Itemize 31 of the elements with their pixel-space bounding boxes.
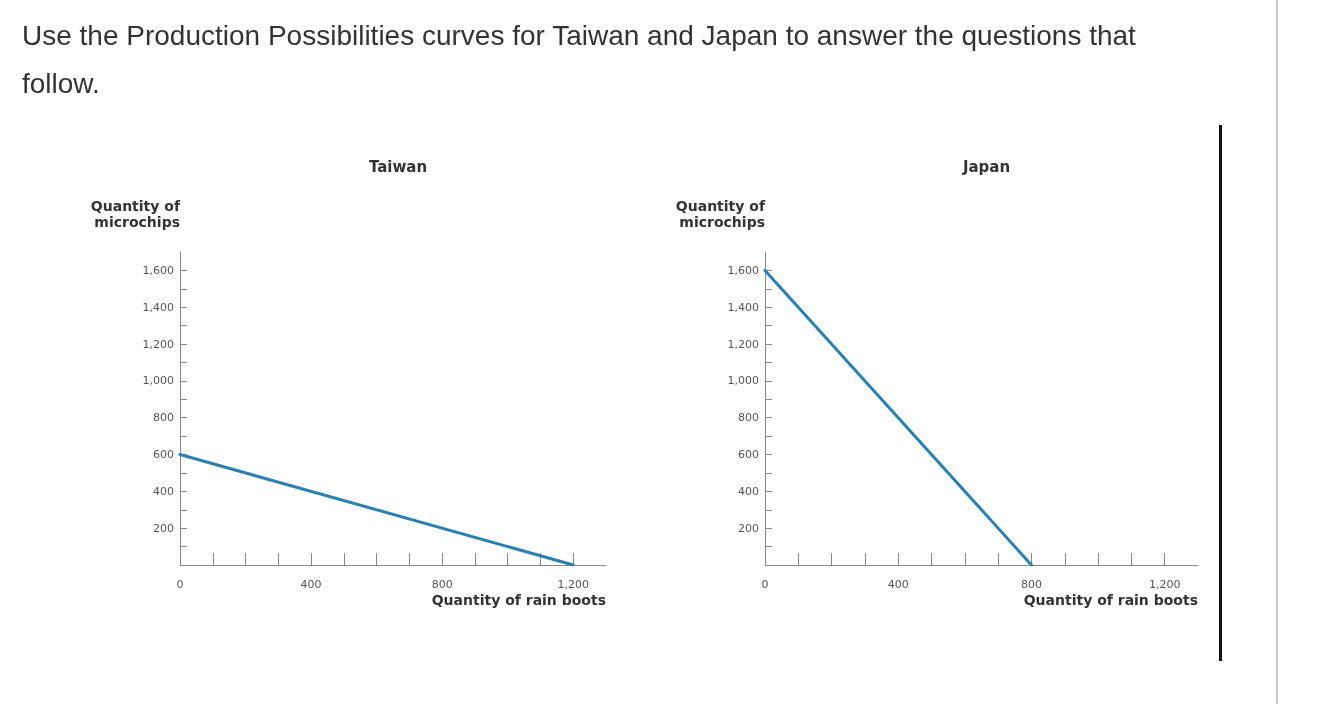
y-tick-label: 1,200 [142, 337, 174, 351]
y-tick-label: 400 [738, 484, 759, 498]
y-tick-label: 1,000 [727, 374, 759, 388]
y-tick-label: 1,200 [727, 337, 759, 351]
y-tick-label: 1,000 [142, 374, 174, 388]
y-axis-title: Quantity of microchips [90, 198, 181, 230]
x-tick-label: 400 [887, 578, 909, 591]
chart-title: Japan [961, 157, 1011, 176]
y-tick-label: 800 [153, 411, 174, 425]
x-tick-label: 400 [300, 578, 322, 591]
x-tick-label: 0 [761, 578, 769, 591]
y-tick-label: 200 [738, 521, 759, 535]
x-tick-label: 800 [431, 578, 453, 591]
y-tick-label: 200 [153, 521, 174, 535]
x-tick-label: 0 [176, 578, 184, 591]
chart-title: Taiwan [368, 157, 428, 176]
y-tick-label: 600 [153, 448, 174, 462]
y-tick-label: 1,600 [142, 263, 174, 277]
x-tick-label: 1,200 [557, 578, 589, 591]
y-tick-label: 1,400 [727, 300, 759, 314]
text: Use the Production Possibilities curves for Taiwan and Japan to answer the questions that follow. [22, 19, 1137, 101]
y-tick-label: 1,400 [142, 300, 174, 314]
x-axis-title: Quantity of rain boots [431, 592, 606, 608]
y-tick-label: 800 [738, 411, 759, 425]
y-tick-label: 600 [738, 448, 759, 462]
y-tick-label: 1,600 [727, 263, 759, 277]
x-axis-title: Quantity of rain boots [1023, 592, 1198, 608]
x-tick-label: 800 [1020, 578, 1042, 591]
y-axis-title: Quantity of microchips [675, 198, 766, 230]
y-tick-label: 400 [153, 484, 174, 498]
x-tick-label: 1,200 [1148, 578, 1181, 591]
